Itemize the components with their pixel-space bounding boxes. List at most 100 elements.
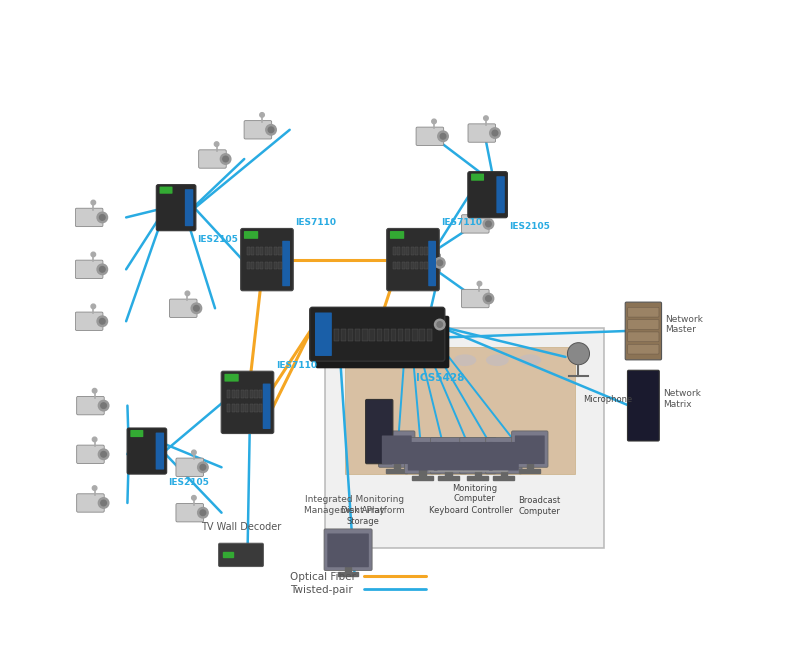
Text: TV Wall Decoder: TV Wall Decoder <box>201 522 281 532</box>
Ellipse shape <box>389 354 411 366</box>
Bar <box>231 404 235 412</box>
Bar <box>274 262 277 269</box>
Bar <box>223 552 233 557</box>
Circle shape <box>185 291 190 296</box>
Bar <box>250 404 253 412</box>
Text: IES2105: IES2105 <box>509 222 550 231</box>
Text: IES7110: IES7110 <box>442 218 482 227</box>
Circle shape <box>477 282 482 286</box>
Circle shape <box>483 293 494 304</box>
FancyBboxPatch shape <box>75 260 103 278</box>
FancyBboxPatch shape <box>77 445 104 463</box>
FancyBboxPatch shape <box>468 171 507 218</box>
Bar <box>270 262 273 269</box>
FancyBboxPatch shape <box>462 215 489 233</box>
Bar <box>415 247 418 255</box>
Bar <box>246 247 250 255</box>
Circle shape <box>486 296 491 301</box>
FancyBboxPatch shape <box>428 241 436 286</box>
Bar <box>412 329 418 341</box>
Text: Disk Array
Storage: Disk Array Storage <box>342 506 385 526</box>
Bar <box>274 247 277 255</box>
Circle shape <box>200 465 206 470</box>
Bar <box>394 463 400 470</box>
Bar <box>402 262 405 269</box>
Bar <box>501 470 507 476</box>
FancyBboxPatch shape <box>366 399 393 463</box>
Text: Monitoring
Computer: Monitoring Computer <box>452 484 497 503</box>
FancyBboxPatch shape <box>486 437 522 474</box>
FancyBboxPatch shape <box>176 458 203 476</box>
FancyBboxPatch shape <box>460 437 496 474</box>
Circle shape <box>192 496 196 500</box>
Bar <box>406 247 410 255</box>
FancyBboxPatch shape <box>176 504 203 522</box>
FancyBboxPatch shape <box>327 533 369 567</box>
Circle shape <box>223 156 229 162</box>
Text: ICS5428: ICS5428 <box>416 373 465 383</box>
Ellipse shape <box>421 354 444 366</box>
FancyBboxPatch shape <box>428 453 508 472</box>
Bar <box>402 247 405 255</box>
Bar <box>236 404 239 412</box>
Circle shape <box>194 306 199 311</box>
FancyBboxPatch shape <box>170 299 197 317</box>
FancyBboxPatch shape <box>75 312 103 330</box>
Text: Network
Master: Network Master <box>665 315 702 334</box>
Circle shape <box>266 125 276 135</box>
Text: Twisted-pair: Twisted-pair <box>290 585 353 595</box>
Bar <box>526 463 533 470</box>
Bar <box>419 470 426 476</box>
Circle shape <box>490 128 500 138</box>
Bar <box>334 329 339 341</box>
Bar <box>438 476 459 480</box>
FancyBboxPatch shape <box>471 174 484 180</box>
Bar <box>446 470 452 476</box>
Circle shape <box>98 400 109 411</box>
FancyBboxPatch shape <box>434 442 464 471</box>
Bar <box>251 247 254 255</box>
Circle shape <box>268 127 274 132</box>
FancyBboxPatch shape <box>515 435 545 464</box>
FancyBboxPatch shape <box>185 189 194 226</box>
Bar <box>270 247 273 255</box>
Text: Broadcast
Computer: Broadcast Computer <box>518 496 561 516</box>
FancyBboxPatch shape <box>405 437 441 474</box>
FancyBboxPatch shape <box>310 308 445 361</box>
Bar <box>236 390 239 398</box>
FancyBboxPatch shape <box>468 124 495 142</box>
FancyBboxPatch shape <box>430 437 467 474</box>
Circle shape <box>101 500 106 506</box>
Circle shape <box>220 154 231 164</box>
Text: IES7110: IES7110 <box>276 361 317 370</box>
Circle shape <box>483 219 494 229</box>
FancyBboxPatch shape <box>244 121 272 139</box>
FancyBboxPatch shape <box>390 231 404 239</box>
Text: Microphone: Microphone <box>583 395 632 404</box>
Bar <box>410 247 414 255</box>
Ellipse shape <box>486 354 509 366</box>
Bar <box>397 262 400 269</box>
Bar <box>265 247 268 255</box>
FancyBboxPatch shape <box>156 433 164 470</box>
FancyBboxPatch shape <box>127 428 166 474</box>
Bar <box>355 329 361 341</box>
Circle shape <box>437 260 442 265</box>
FancyBboxPatch shape <box>77 397 104 415</box>
Bar <box>246 404 249 412</box>
FancyBboxPatch shape <box>130 430 143 437</box>
Circle shape <box>434 258 445 268</box>
Bar <box>338 572 358 576</box>
Circle shape <box>97 264 107 275</box>
Bar <box>410 262 414 269</box>
Circle shape <box>92 437 97 442</box>
Circle shape <box>492 130 498 136</box>
Bar <box>519 469 540 473</box>
FancyBboxPatch shape <box>496 176 505 213</box>
FancyBboxPatch shape <box>378 431 415 467</box>
Text: Integrated Monitoring
Management Platform: Integrated Monitoring Management Platfor… <box>304 495 405 515</box>
FancyBboxPatch shape <box>382 435 412 464</box>
Bar <box>246 390 249 398</box>
FancyBboxPatch shape <box>315 313 332 356</box>
Circle shape <box>437 322 442 327</box>
